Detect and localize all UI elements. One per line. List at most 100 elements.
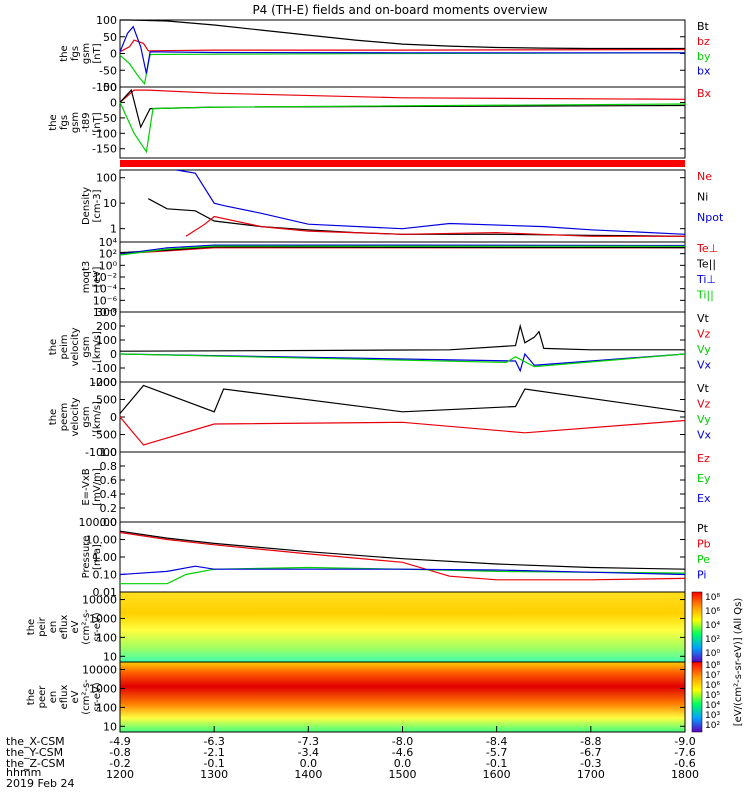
legend-entry: Vt <box>697 312 710 325</box>
y-tick-label: -50 <box>99 64 117 77</box>
y-tick-label: 100 <box>96 631 117 644</box>
y-axis-label: [nT] <box>92 43 103 63</box>
series-Bt <box>120 19 685 50</box>
series-Ti|| <box>119 245 686 256</box>
y-axis-label: eflux <box>59 685 70 710</box>
y-axis-label: E=-VxB <box>81 468 92 505</box>
y-tick-label: -200 <box>92 376 117 389</box>
y-tick-label: 0.2 <box>100 502 118 515</box>
position-value: 0.0 <box>300 757 318 770</box>
legend-entry: Npot <box>697 211 724 224</box>
y-tick-label: 0.0 <box>100 516 118 529</box>
position-value: -9.0 <box>674 735 695 748</box>
y-axis-label: -t89 <box>81 112 92 132</box>
y-tick-label: 10⁴ <box>99 236 118 249</box>
y-tick-label: 0.01 <box>93 586 118 599</box>
position-value: -8.8 <box>580 735 601 748</box>
panel-efield: 1.00.80.60.40.20.0 E=-VxB [mV/m] Ez Ey Ex <box>81 446 711 529</box>
y-axis-label: eflux <box>59 615 70 640</box>
y-tick-label: 10⁰ <box>99 259 118 272</box>
series-Pi <box>119 565 686 576</box>
colorbar-label: [eV/(cm²-s-sr-eV)] (All Qs) <box>733 598 744 727</box>
panel-frame <box>119 86 686 159</box>
panel-frame <box>119 451 686 523</box>
y-tick-label: 100 <box>96 14 117 27</box>
y-tick-label: 0.10 <box>93 569 118 582</box>
series-Te⊥ <box>119 247 685 255</box>
series-black <box>119 88 686 129</box>
legend-entry: Bx <box>697 87 712 100</box>
colorbar-bottom <box>691 661 703 733</box>
y-tick-label: 10000 <box>82 664 117 677</box>
x-tick-label: 1700 <box>577 768 605 781</box>
y-tick-label: 0 <box>110 48 117 61</box>
y-tick-label: -150 <box>92 143 117 156</box>
legend-entry: Vx <box>697 429 712 442</box>
y-tick-label: 0 <box>110 411 117 424</box>
position-value: 0.0 <box>394 757 412 770</box>
y-axis-label: velocity <box>70 397 81 436</box>
x-tick-label: 1300 <box>200 768 228 781</box>
y-tick-label: 1.00 <box>93 551 118 564</box>
series-Vt <box>119 323 685 352</box>
y-axis-label: [km/s] <box>92 401 103 433</box>
position-value: -5.7 <box>486 746 507 759</box>
y-axis-label: [nT] <box>92 112 103 132</box>
x-tick-label: 1200 <box>106 768 134 781</box>
legend-entry: Ne <box>697 170 712 183</box>
y-tick-label: 10⁻⁴ <box>93 283 118 296</box>
position-value: -7.3 <box>298 735 319 748</box>
panel-peer-spectrogram: 10000 1000 100 10 the peer en eflux eV (cm²-s-sr-… <box>26 661 686 733</box>
legend-entry: Te⊥ <box>696 242 718 255</box>
panel-fgs: 100 50 0 -50 -100 the fgs gsm [nT] Bt bz by bx <box>59 14 711 94</box>
colorbar-tick: 10³ <box>705 711 720 721</box>
y-axis-label: Density <box>81 187 92 225</box>
y-axis-label: gsm <box>81 406 92 427</box>
y-axis-label: the <box>26 619 37 635</box>
panel-frame <box>119 169 686 243</box>
panel-frame <box>119 311 686 383</box>
series-bx <box>119 25 685 74</box>
y-tick-label: 0.4 <box>100 488 118 501</box>
legend-entry: Ez <box>697 452 710 465</box>
y-axis-label: eV <box>70 620 81 633</box>
spectrogram-image <box>120 662 685 732</box>
y-tick-label: 0 <box>110 96 117 109</box>
series-by <box>119 52 686 86</box>
legend-entry: Pt <box>697 522 709 535</box>
legend-entry: Vy <box>697 413 711 426</box>
colorbar-tick: 10⁵ <box>705 691 720 701</box>
y-tick-label: 50 <box>103 31 117 44</box>
y-tick-label: 1000 <box>89 612 117 625</box>
y-axis-label: velocity <box>70 327 81 366</box>
y-tick-label: 500 <box>96 394 117 407</box>
series-Npot <box>176 169 686 235</box>
panel-frame <box>119 521 686 593</box>
y-tick-label: 10⁻² <box>93 271 117 284</box>
position-row-label: the_Y-CSM <box>6 746 63 759</box>
position-value: -0.6 <box>674 757 695 770</box>
y-axis-label: (cm²-s- <box>81 679 92 715</box>
series-green <box>119 102 686 154</box>
position-value: -0.1 <box>486 757 507 770</box>
panel-peem-velocity: 1000 500 0 -500 -1000 the peem velocity gsm [km/s… <box>48 376 712 459</box>
position-value: -4.6 <box>392 746 413 759</box>
x-tick-label: 1800 <box>671 768 699 781</box>
colorbar-tick: 10² <box>705 635 720 645</box>
position-value: -7.6 <box>674 746 695 759</box>
y-axis-label: [mV/m] <box>92 468 103 506</box>
y-tick-label: -1000 <box>85 446 117 459</box>
series-Te|| <box>119 246 686 254</box>
y-axis-label: gsm <box>81 336 92 357</box>
colorbar-tick: 10⁶ <box>705 607 720 617</box>
y-axis-label: [eV] <box>92 267 103 288</box>
y-tick-label: 10⁻⁶ <box>93 294 118 307</box>
y-axis-label: eV <box>70 690 81 703</box>
y-axis-label: peir <box>37 616 48 636</box>
y-tick-label: -50 <box>99 112 117 125</box>
y-axis-label: the <box>48 409 59 425</box>
y-axis-label: the <box>59 45 70 61</box>
y-axis-label: peer <box>37 685 48 709</box>
y-tick-label: 1 <box>110 223 117 236</box>
